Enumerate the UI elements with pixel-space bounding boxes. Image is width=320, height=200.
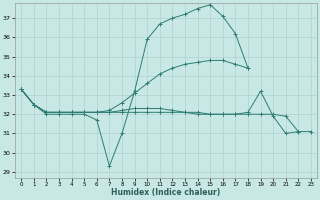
X-axis label: Humidex (Indice chaleur): Humidex (Indice chaleur) — [111, 188, 221, 197]
